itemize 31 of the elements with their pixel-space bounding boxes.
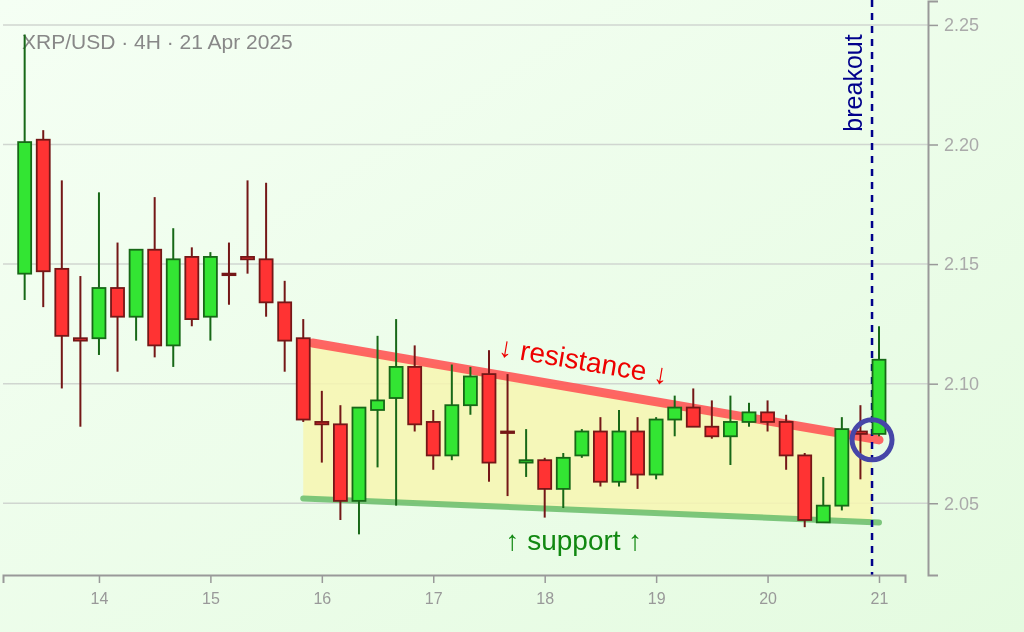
candlestick	[72, 275, 88, 428]
candlestick	[221, 241, 237, 306]
candlestick	[815, 475, 831, 524]
x-tick-label: 17	[424, 590, 443, 608]
candlestick	[723, 394, 738, 466]
candlestick	[518, 428, 534, 478]
y-tick-label: 2.15	[944, 254, 980, 275]
x-tick-label: 19	[647, 590, 666, 608]
candlestick	[667, 394, 683, 438]
x-tick-label: 14	[90, 590, 109, 608]
x-tick-label: 16	[313, 590, 332, 608]
y-tick-label: 2.05	[944, 493, 980, 514]
candlestick	[760, 399, 775, 433]
candlestick	[314, 389, 330, 464]
y-tick-label: 2.20	[944, 134, 980, 155]
candlestick	[574, 428, 590, 459]
candlestick	[240, 179, 255, 275]
x-tick-label: 21	[870, 590, 889, 608]
candlestick	[370, 334, 385, 469]
x-tick-label: 18	[536, 590, 555, 608]
x-tick-label: 15	[201, 590, 220, 608]
candlestick	[685, 387, 701, 428]
ref-line-label: breakout	[839, 34, 868, 132]
candlestick	[500, 373, 515, 498]
y-tick-label: 2.25	[944, 15, 980, 36]
candlestick	[704, 399, 720, 440]
annotation: ↓ resistance ↓	[496, 331, 671, 391]
x-tick-label: 20	[759, 590, 778, 608]
annotation: ↑ support ↑	[505, 525, 643, 557]
candlestick	[741, 401, 757, 428]
y-tick-label: 2.10	[944, 373, 980, 394]
